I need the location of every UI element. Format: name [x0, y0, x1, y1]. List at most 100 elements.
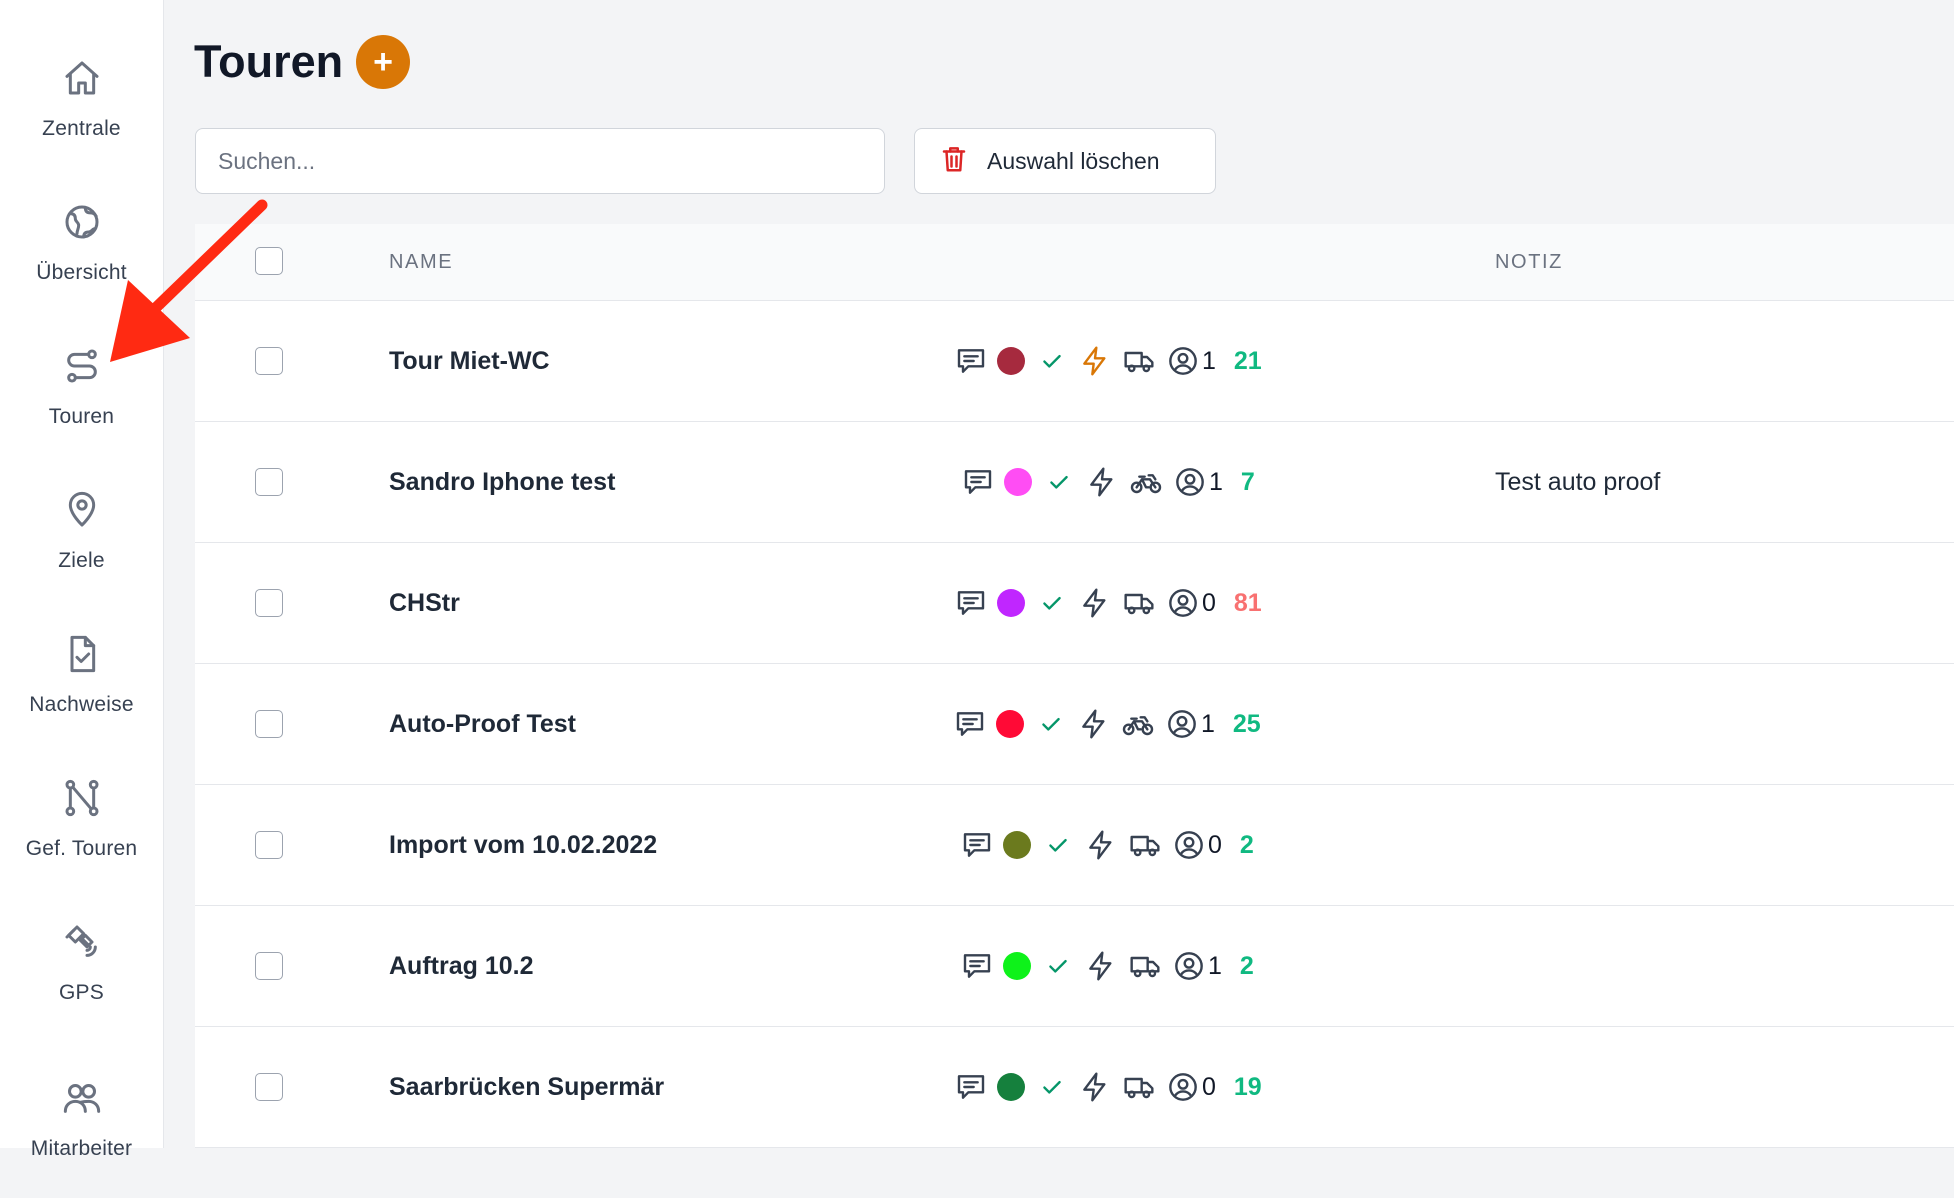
comment-icon[interactable] [955, 1071, 987, 1103]
sidebar-item-nachweise[interactable]: Nachweise [0, 634, 163, 754]
truck-icon [1129, 829, 1161, 861]
tours-table: NAME NOTIZ Tour Miet-WC 1 21 Sandro Iphone … [195, 224, 1954, 1148]
globe-icon [62, 202, 102, 247]
color-dot [997, 347, 1025, 375]
truck-icon [1123, 587, 1155, 619]
sidebar-item-gef-touren[interactable]: Gef. Touren [0, 778, 163, 898]
table-row[interactable]: Auftrag 10.2 1 2 [195, 906, 1954, 1027]
table-row[interactable]: Auto-Proof Test 1 25 [195, 664, 1954, 785]
comment-icon[interactable] [955, 587, 987, 619]
row-checkbox[interactable] [255, 710, 283, 738]
user-icon [1167, 587, 1199, 619]
user-icon [1174, 466, 1206, 498]
row-checkbox[interactable] [255, 952, 283, 980]
comment-icon[interactable] [961, 950, 993, 982]
add-tour-button[interactable]: + [356, 35, 410, 89]
table-row[interactable]: Import vom 10.02.2022 0 2 [195, 785, 1954, 906]
page-title: Touren [194, 36, 344, 87]
check-icon [1038, 711, 1064, 737]
color-dot [1004, 468, 1032, 496]
color-dot [997, 589, 1025, 617]
sidebar-item-uebersicht[interactable]: Übersicht [0, 202, 163, 322]
row-checkbox[interactable] [255, 468, 283, 496]
clear-selection-button[interactable]: Auswahl löschen [914, 128, 1216, 194]
bolt-icon [1085, 950, 1117, 982]
sidebar-item-gps[interactable]: GPS [0, 922, 163, 1042]
tour-name[interactable]: Auftrag 10.2 [389, 952, 534, 980]
sidebar-item-label: Mitarbeiter [30, 1137, 133, 1160]
comment-icon[interactable] [954, 708, 986, 740]
satellite-icon [62, 922, 102, 967]
map-pin-icon [62, 490, 102, 535]
comment-icon[interactable] [962, 466, 994, 498]
bolt-icon [1079, 587, 1111, 619]
sidebar-item-ziele[interactable]: Ziele [0, 490, 163, 610]
table-row[interactable]: Tour Miet-WC 1 21 [195, 301, 1954, 422]
sidebar-item-label: Übersicht [36, 261, 127, 284]
check-icon [1039, 348, 1065, 374]
tour-status-icons: 1 25 [954, 704, 1261, 744]
document-check-icon [62, 634, 102, 679]
user-count: 1 [1202, 346, 1216, 375]
sidebar-item-touren[interactable]: Touren [0, 346, 163, 466]
stop-count: 7 [1240, 467, 1255, 496]
comment-icon[interactable] [961, 829, 993, 861]
tour-name[interactable]: Auto-Proof Test [389, 710, 577, 738]
check-icon [1046, 469, 1072, 495]
user-icon [1167, 345, 1199, 377]
sidebar-item-label: Touren [48, 405, 115, 428]
tour-name[interactable]: Tour Miet-WC [389, 347, 550, 375]
row-checkbox[interactable] [255, 831, 283, 859]
user-count: 1 [1208, 951, 1222, 980]
user-count: 1 [1209, 467, 1223, 496]
sidebar-item-label: Ziele [58, 549, 105, 572]
tour-name[interactable]: CHStr [389, 589, 460, 617]
tour-note: Test auto proof [1495, 468, 1661, 496]
color-dot [996, 710, 1024, 738]
table-row[interactable]: Sandro Iphone test 1 7 Test auto proof [195, 422, 1954, 543]
row-checkbox[interactable] [255, 589, 283, 617]
tour-status-icons: 1 21 [955, 341, 1262, 381]
bolt-icon [1078, 708, 1110, 740]
select-all-checkbox[interactable] [255, 247, 283, 275]
check-icon [1045, 953, 1071, 979]
column-header-name: NAME [389, 251, 454, 273]
clear-selection-label: Auswahl löschen [987, 147, 1160, 174]
user-icon [1166, 708, 1198, 740]
stop-count: 2 [1239, 951, 1254, 980]
tour-name[interactable]: Saarbrücken Supermär [389, 1073, 665, 1101]
column-header-note: NOTIZ [1495, 251, 1563, 273]
users-icon [62, 1078, 102, 1123]
user-icon [1173, 950, 1205, 982]
comment-icon[interactable] [955, 345, 987, 377]
user-icon [1173, 829, 1205, 861]
bike-icon [1122, 708, 1154, 740]
table-body: Tour Miet-WC 1 21 Sandro Iphone test 1 7 Test … [195, 301, 1954, 1148]
table-row[interactable]: CHStr 0 81 [195, 543, 1954, 664]
tour-name[interactable]: Import vom 10.02.2022 [389, 831, 658, 859]
tour-status-icons: 0 81 [955, 583, 1262, 623]
row-checkbox[interactable] [255, 1073, 283, 1101]
sidebar-item-label: Nachweise [29, 693, 134, 716]
user-count: 0 [1208, 830, 1222, 859]
truck-icon [1123, 345, 1155, 377]
check-icon [1039, 1074, 1065, 1100]
table-row[interactable]: Saarbrücken Supermär 0 19 [195, 1027, 1954, 1148]
tour-name[interactable]: Sandro Iphone test [389, 468, 616, 496]
sidebar-item-zentrale[interactable]: Zentrale [0, 58, 163, 178]
sidebar-item-label: Gef. Touren [25, 837, 138, 860]
bike-icon [1130, 466, 1162, 498]
color-dot [1003, 952, 1031, 980]
home-icon [62, 58, 102, 103]
check-icon [1045, 832, 1071, 858]
check-icon [1039, 590, 1065, 616]
user-count: 1 [1201, 709, 1215, 738]
bolt-icon [1086, 466, 1118, 498]
search-input[interactable] [195, 128, 885, 194]
sidebar-item-mitarbeiter[interactable]: Mitarbeiter [0, 1078, 163, 1198]
trash-icon [939, 144, 969, 179]
row-checkbox[interactable] [255, 347, 283, 375]
sidebar: Zentrale Übersicht Touren Ziele Nachweis… [0, 0, 164, 1160]
